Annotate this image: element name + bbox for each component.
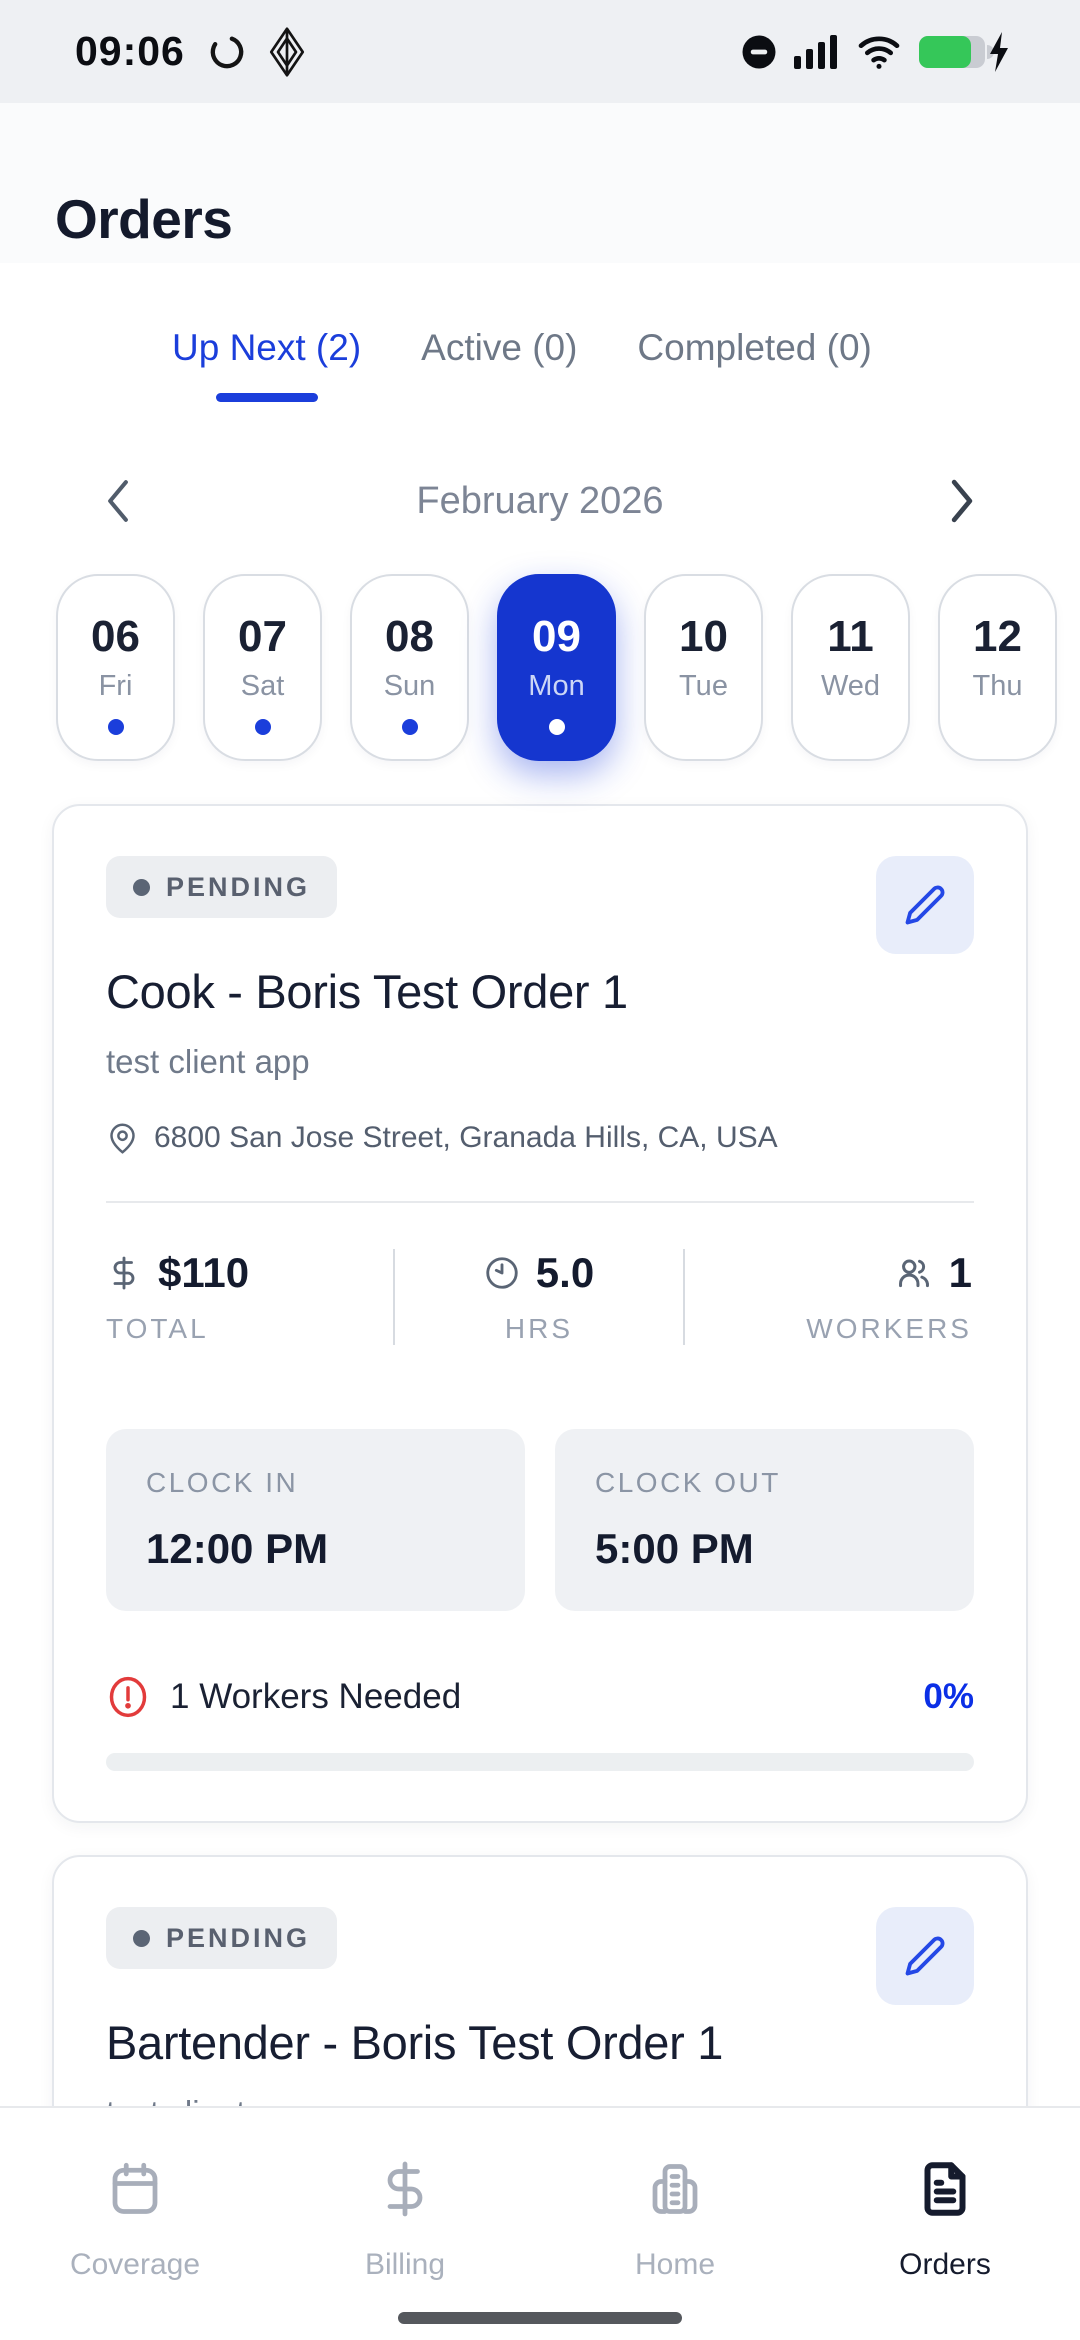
- nav-item-coverage[interactable]: Coverage: [0, 2158, 270, 2340]
- tab-up-next[interactable]: Up Next (2): [172, 327, 361, 402]
- pencil-icon: [904, 1935, 946, 1977]
- order-card[interactable]: PENDING Cook - Boris Test Order 1 test c…: [52, 804, 1028, 1823]
- date-pill[interactable]: 07 Sat: [203, 574, 322, 761]
- workers-needed-row: 1 Workers Needed 0%: [106, 1675, 974, 1719]
- header: Orders: [0, 103, 1080, 263]
- workers-icon: [895, 1254, 933, 1292]
- order-title: Cook - Boris Test Order 1: [106, 965, 628, 1018]
- status-dot-icon: [133, 1929, 150, 1947]
- stat-total: $110 TOTAL: [106, 1249, 250, 1344]
- month-navigator: February 2026: [0, 478, 1080, 524]
- edit-order-button[interactable]: [876, 1907, 974, 2005]
- orders-list: PENDING Cook - Boris Test Order 1 test c…: [0, 761, 1080, 2340]
- diamond-notification-icon: [269, 26, 305, 78]
- order-dot: [107, 719, 124, 735]
- nav-item-home[interactable]: Home: [540, 2158, 810, 2340]
- date-carousel: 06 Fri 07 Sat 08 Sun 09 Mon 10 Tue 11 We…: [0, 574, 1080, 761]
- date-pill[interactable]: 10 Tue: [644, 574, 763, 761]
- date-pill[interactable]: 11 Wed: [791, 574, 910, 761]
- tab-label: Active (0): [421, 327, 578, 368]
- pencil-icon: [904, 884, 946, 926]
- tab-completed[interactable]: Completed (0): [637, 327, 871, 402]
- edit-order-button[interactable]: [876, 856, 974, 954]
- document-icon: [915, 2158, 975, 2220]
- previous-month-button[interactable]: [95, 478, 141, 524]
- order-dot: [990, 719, 1006, 735]
- status-badge: PENDING: [106, 856, 338, 918]
- status-dot-icon: [133, 878, 150, 896]
- date-pill[interactable]: 08 Sun: [350, 574, 469, 761]
- order-dot: [843, 719, 859, 735]
- tab-active-underline: [215, 393, 318, 402]
- signal-strength-icon: [794, 34, 840, 70]
- order-dot: [696, 719, 712, 735]
- order-address: 6800 San Jose Street, Granada Hills, CA,…: [106, 1121, 974, 1155]
- dollar-icon: [375, 2158, 435, 2220]
- workers-needed-text: 1 Workers Needed: [170, 1677, 462, 1716]
- order-dot: [401, 719, 418, 735]
- status-bar: 09:06: [0, 0, 1080, 103]
- nav-item-billing[interactable]: Billing: [270, 2158, 540, 2340]
- tab-active[interactable]: Active (0): [421, 327, 577, 402]
- clock-out-box: CLOCK OUT 5:00 PM: [555, 1429, 974, 1611]
- order-client: test client app: [106, 1043, 310, 1080]
- order-title: Bartender - Boris Test Order 1: [106, 2016, 724, 2069]
- page-title: Orders: [55, 188, 233, 250]
- date-pill[interactable]: 06 Fri: [56, 574, 175, 761]
- divider: [106, 1201, 974, 1203]
- stat-workers: 1 WORKERS: [682, 1249, 974, 1345]
- clock-icon: [484, 1255, 520, 1291]
- battery-charging-icon: [918, 31, 1010, 72]
- fill-percent: 0%: [923, 1677, 974, 1716]
- clock-in-time: 12:00 PM: [146, 1525, 329, 1572]
- wifi-icon: [857, 34, 901, 70]
- sync-spinner-icon: [207, 32, 247, 72]
- status-time: 09:06: [75, 28, 185, 74]
- order-stats: $110 TOTAL 5.0 HRS: [106, 1249, 974, 1345]
- tab-bar: Up Next (2) Active (0) Completed (0): [0, 327, 1080, 402]
- tab-label: Completed (0): [637, 327, 872, 368]
- order-dot: [548, 719, 565, 735]
- date-pill-selected[interactable]: 09 Mon: [497, 574, 616, 761]
- map-pin-icon: [106, 1122, 139, 1155]
- next-month-button[interactable]: [939, 478, 985, 524]
- tab-label: Up Next (2): [172, 327, 362, 368]
- status-badge: PENDING: [106, 1907, 338, 1969]
- address-text: 6800 San Jose Street, Granada Hills, CA,…: [154, 1121, 778, 1154]
- home-indicator[interactable]: [398, 2312, 682, 2324]
- do-not-disturb-icon: [741, 34, 777, 70]
- clock-in-box: CLOCK IN 12:00 PM: [106, 1429, 525, 1611]
- nav-item-orders[interactable]: Orders: [810, 2158, 1080, 2340]
- calendar-icon: [105, 2158, 165, 2220]
- stat-hours: 5.0 HRS: [393, 1249, 682, 1345]
- clock-times: CLOCK IN 12:00 PM CLOCK OUT 5:00 PM: [106, 1429, 974, 1611]
- building-icon: [645, 2158, 705, 2220]
- dollar-icon: [106, 1255, 142, 1291]
- alert-icon: [106, 1675, 150, 1719]
- bottom-navigation: Coverage Billing: [0, 2106, 1080, 2340]
- order-dot: [254, 719, 271, 735]
- fill-progress-bar: [106, 1753, 974, 1771]
- month-label: February 2026: [416, 479, 664, 522]
- clock-out-time: 5:00 PM: [595, 1525, 754, 1572]
- date-pill[interactable]: 12 Thu: [938, 574, 1057, 761]
